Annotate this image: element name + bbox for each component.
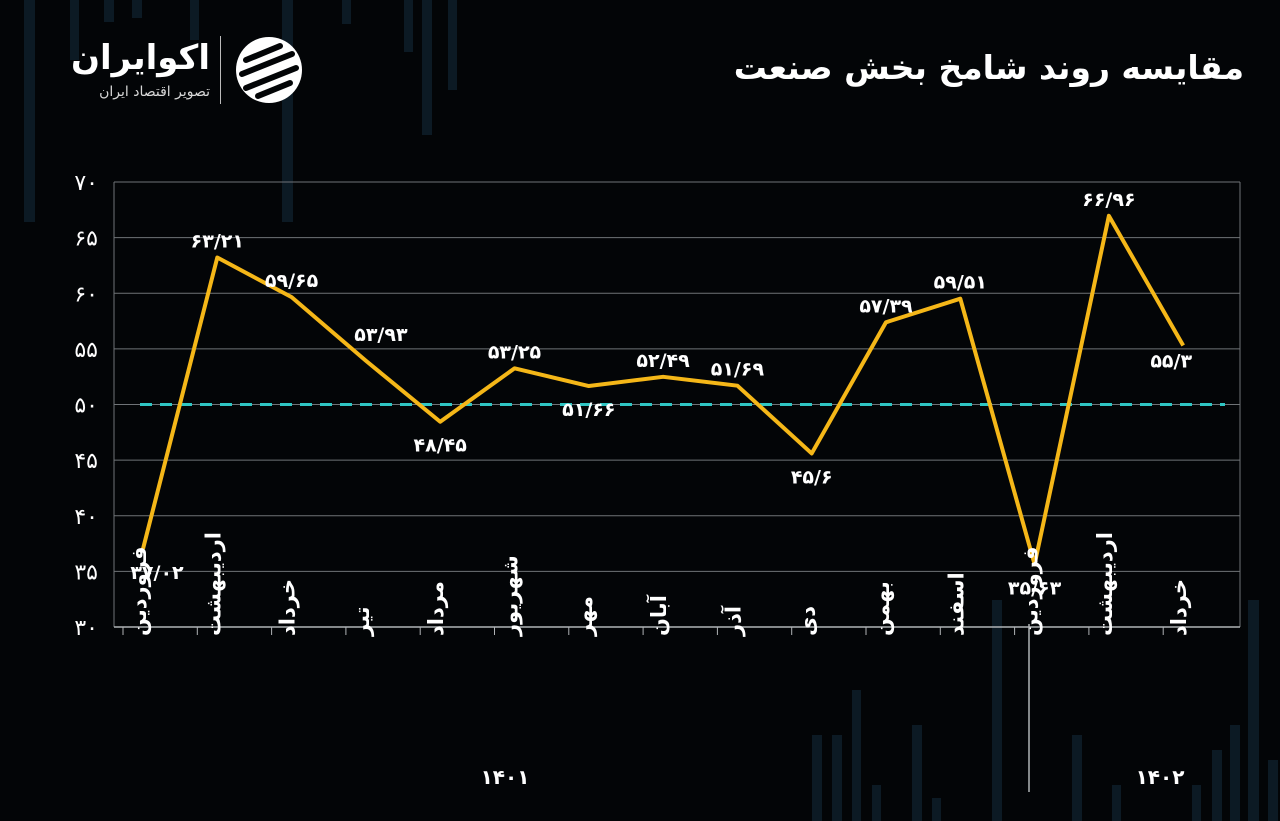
x-tick-label: دی <box>796 606 820 636</box>
grid <box>113 181 1241 627</box>
y-tick-label: ۵۵ <box>74 338 98 363</box>
x-tick-label: بهمن <box>870 581 894 636</box>
x-tick-label: خرداد <box>1167 579 1191 636</box>
x-tick-label: شهریور <box>499 555 523 637</box>
x-tick-label: مهر <box>573 596 597 637</box>
data-labels: ۳۷/۰۲ ۶۳/۲۱ ۵۹/۶۵ ۵۳/۹۳ ۴۸/۴۵ ۵۳/۲۵ ۵۱/۶۶ ۵۲/۴۹… <box>130 189 1192 600</box>
data-label: ۶۳/۲۱ <box>191 231 244 253</box>
x-tick-label: اسفند <box>944 572 968 636</box>
ecoiran-logo-icon <box>236 37 302 103</box>
y-tick-label: ۴۵ <box>74 449 98 474</box>
x-tick-label: تیر <box>350 606 374 637</box>
series-line <box>141 213 1185 567</box>
y-tick-label: ۶۵ <box>74 227 98 252</box>
y-tick-label: ۳۰ <box>74 616 98 641</box>
data-label: ۵۵/۳ <box>1150 351 1192 373</box>
y-tick-label: ۷۰ <box>74 171 98 196</box>
x-tick-label: اردیبهشت <box>1093 532 1117 636</box>
x-tick-label: فروردین <box>127 546 151 636</box>
data-label: ۴۸/۴۵ <box>414 435 468 457</box>
x-tick-label: آذر <box>720 605 745 637</box>
data-label: ۶۶/۹۶ <box>1082 189 1135 211</box>
x-tick-label: مرداد <box>424 581 448 636</box>
data-label: ۵۳/۲۵ <box>488 341 542 363</box>
x-tick-label: فروردین <box>1019 546 1043 636</box>
data-label: ۵۳/۹۳ <box>354 324 408 346</box>
data-label: ۳۵/۶۳ <box>1008 577 1062 599</box>
y-tick-label: ۴۰ <box>74 505 98 530</box>
data-label: ۵۷/۳۹ <box>859 295 913 317</box>
x-tick-label: اردیبهشت <box>201 532 225 636</box>
x-tick-label: آبان <box>646 594 671 636</box>
series-line-layer <box>141 213 1185 567</box>
logo-divider <box>220 36 221 104</box>
x-tick-labels: فروردین اردیبهشت خرداد تیر مرداد شهریور مهر آبا… <box>127 532 1191 637</box>
logo-tagline: تصویر اقتصاد ایران <box>99 84 210 100</box>
year-label: ۱۴۰۲ <box>1136 765 1185 789</box>
data-label: ۵۹/۶۵ <box>265 270 319 292</box>
data-label: ۳۷/۰۲ <box>130 562 184 584</box>
data-label: ۵۱/۶۹ <box>711 359 765 381</box>
year-label: ۱۴۰۱ <box>481 765 530 789</box>
year-labels: ۱۴۰۱ ۱۴۰۲ <box>481 624 1185 792</box>
chart-title: مقایسه روند شامخ بخش صنعت <box>733 48 1244 87</box>
data-label: ۵۹/۵۱ <box>934 272 987 294</box>
y-tick-label: ۵۰ <box>74 394 98 419</box>
axes: ۳۰ ۳۵ ۴۰ ۴۵ ۵۰ ۵۵ ۶۰ ۶۵ ۷۰ <box>74 171 1240 641</box>
brand-logo: اکوایران تصویر اقتصاد ایران <box>50 30 320 110</box>
logo-name: اکوایران <box>71 38 210 78</box>
y-tick-label: ۳۵ <box>74 560 98 585</box>
y-tick-label: ۶۰ <box>74 282 98 307</box>
x-tick-label: خرداد <box>276 579 300 636</box>
data-label: ۵۱/۶۶ <box>562 399 615 421</box>
data-label: ۴۵/۶ <box>791 466 833 488</box>
data-label: ۵۲/۴۹ <box>636 350 690 372</box>
